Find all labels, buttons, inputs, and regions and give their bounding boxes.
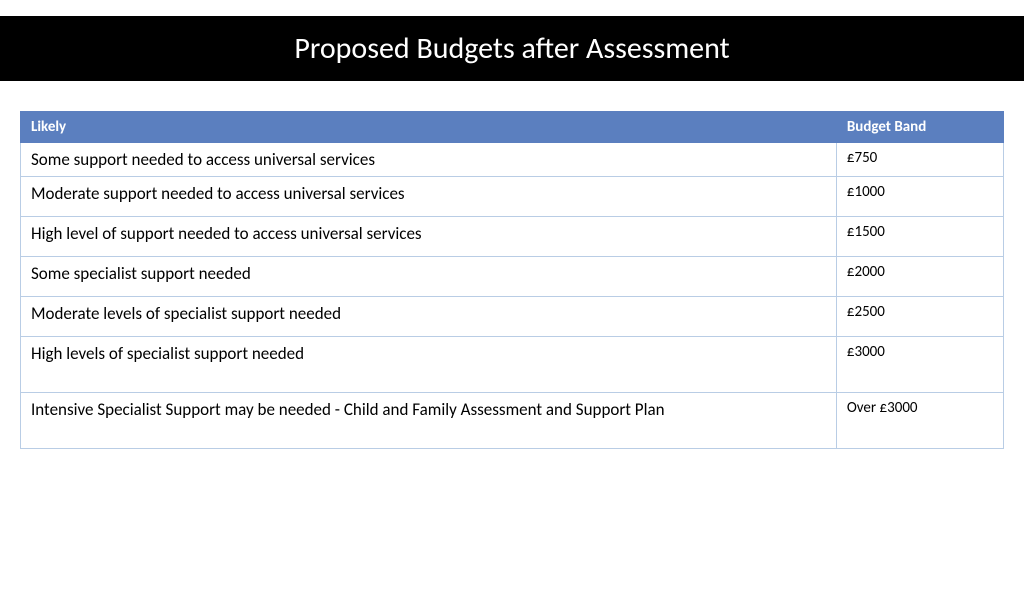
cell-budget: £750	[836, 143, 1003, 177]
table-row: Moderate levels of specialist support ne…	[21, 297, 1004, 337]
cell-budget: £1500	[836, 217, 1003, 257]
header-budget: Budget Band	[836, 112, 1003, 143]
budget-table-container: Likely Budget Band Some support needed t…	[20, 111, 1004, 449]
cell-budget: Over £3000	[836, 393, 1003, 449]
cell-budget: £2500	[836, 297, 1003, 337]
table-header-row: Likely Budget Band	[21, 112, 1004, 143]
header-likely: Likely	[21, 112, 837, 143]
table-row: Some support needed to access universal …	[21, 143, 1004, 177]
page-title: Proposed Budgets after Assessment	[0, 16, 1024, 81]
budget-table: Likely Budget Band Some support needed t…	[20, 111, 1004, 449]
table-row: Intensive Specialist Support may be need…	[21, 393, 1004, 449]
cell-budget: £3000	[836, 337, 1003, 393]
cell-budget: £1000	[836, 177, 1003, 217]
cell-likely: High levels of specialist support needed	[21, 337, 837, 393]
cell-budget: £2000	[836, 257, 1003, 297]
table-row: Some specialist support needed£2000	[21, 257, 1004, 297]
cell-likely: Intensive Specialist Support may be need…	[21, 393, 837, 449]
cell-likely: Some support needed to access universal …	[21, 143, 837, 177]
cell-likely: Some specialist support needed	[21, 257, 837, 297]
table-row: Moderate support needed to access univer…	[21, 177, 1004, 217]
table-row: High levels of specialist support needed…	[21, 337, 1004, 393]
cell-likely: Moderate levels of specialist support ne…	[21, 297, 837, 337]
cell-likely: Moderate support needed to access univer…	[21, 177, 837, 217]
cell-likely: High level of support needed to access u…	[21, 217, 837, 257]
table-row: High level of support needed to access u…	[21, 217, 1004, 257]
